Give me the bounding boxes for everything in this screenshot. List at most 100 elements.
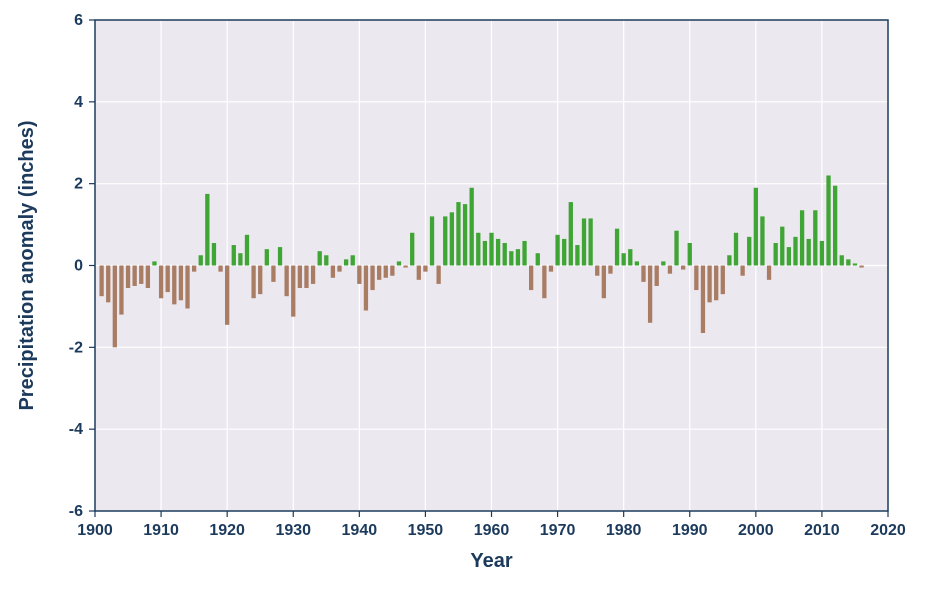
bar: [674, 231, 678, 266]
bar: [489, 233, 493, 266]
bar: [853, 263, 857, 265]
bar: [344, 259, 348, 265]
bar: [172, 266, 176, 305]
bar: [826, 175, 830, 265]
bar: [291, 266, 295, 317]
bar: [661, 261, 665, 265]
bar: [721, 266, 725, 295]
bar: [754, 188, 758, 266]
bar: [688, 243, 692, 266]
y-tick-label: 2: [74, 176, 83, 193]
x-tick-label: 1980: [606, 522, 642, 539]
bar: [840, 255, 844, 265]
bar: [265, 249, 269, 265]
x-tick-label: 1920: [209, 522, 245, 539]
x-tick-label: 1970: [540, 522, 576, 539]
bar: [384, 266, 388, 278]
y-tick-label: 4: [74, 94, 83, 111]
y-tick-label: 0: [74, 258, 83, 275]
x-tick-label: 1940: [342, 522, 378, 539]
bar: [740, 266, 744, 276]
bar: [324, 255, 328, 265]
bar: [747, 237, 751, 266]
bar: [99, 266, 103, 297]
bar: [529, 266, 533, 291]
bar: [397, 261, 401, 265]
bar: [767, 266, 771, 280]
bar: [542, 266, 546, 299]
bar: [450, 212, 454, 265]
x-tick-label: 2000: [738, 522, 774, 539]
bar: [793, 237, 797, 266]
bar: [734, 233, 738, 266]
x-tick-label: 1950: [408, 522, 444, 539]
bar: [423, 266, 427, 272]
bar: [701, 266, 705, 334]
bar: [655, 266, 659, 286]
bar: [106, 266, 110, 303]
bar: [714, 266, 718, 301]
y-tick-label: -4: [69, 421, 83, 438]
x-tick-label: 2020: [870, 522, 906, 539]
bar: [760, 216, 764, 265]
bar: [780, 227, 784, 266]
bar: [628, 249, 632, 265]
bar: [833, 186, 837, 266]
bar: [443, 216, 447, 265]
bar: [569, 202, 573, 265]
bar: [318, 251, 322, 265]
y-tick-label: 6: [74, 12, 83, 29]
bar: [476, 233, 480, 266]
bar: [456, 202, 460, 265]
bar: [390, 266, 394, 276]
bar: [185, 266, 189, 309]
x-tick-label: 1930: [275, 522, 311, 539]
x-tick-label: 1990: [672, 522, 708, 539]
bar: [225, 266, 229, 325]
bar: [496, 239, 500, 266]
bar: [159, 266, 163, 299]
bar: [582, 218, 586, 265]
bar: [139, 266, 143, 284]
x-tick-label: 2010: [804, 522, 840, 539]
x-tick-label: 1960: [474, 522, 510, 539]
bar: [813, 210, 817, 265]
bar: [357, 266, 361, 284]
bar: [615, 229, 619, 266]
bar: [351, 255, 355, 265]
bar: [311, 266, 315, 284]
bar: [707, 266, 711, 303]
bar: [774, 243, 778, 266]
bar: [179, 266, 183, 301]
y-tick-label: -2: [69, 339, 83, 356]
bar: [146, 266, 150, 289]
bar: [284, 266, 288, 297]
bar: [436, 266, 440, 284]
bar: [575, 245, 579, 265]
bar: [410, 233, 414, 266]
bar: [212, 243, 216, 266]
bar: [608, 266, 612, 274]
bar: [271, 266, 275, 282]
bar: [331, 266, 335, 278]
bar: [668, 266, 672, 274]
bar: [562, 239, 566, 266]
bar: [470, 188, 474, 266]
bar: [417, 266, 421, 280]
bar: [522, 241, 526, 266]
bar: [278, 247, 282, 265]
bar: [251, 266, 255, 299]
bar: [800, 210, 804, 265]
bar: [133, 266, 137, 286]
bar: [258, 266, 262, 295]
bar: [681, 266, 685, 270]
bar: [555, 235, 559, 266]
bar: [166, 266, 170, 293]
bar: [430, 216, 434, 265]
y-axis-label: Precipitation anomaly (inches): [16, 120, 38, 410]
precipitation-anomaly-chart: 1900191019201930194019501960197019801990…: [0, 0, 928, 591]
bar: [483, 241, 487, 266]
bar: [694, 266, 698, 291]
bar: [648, 266, 652, 323]
bar: [516, 249, 520, 265]
